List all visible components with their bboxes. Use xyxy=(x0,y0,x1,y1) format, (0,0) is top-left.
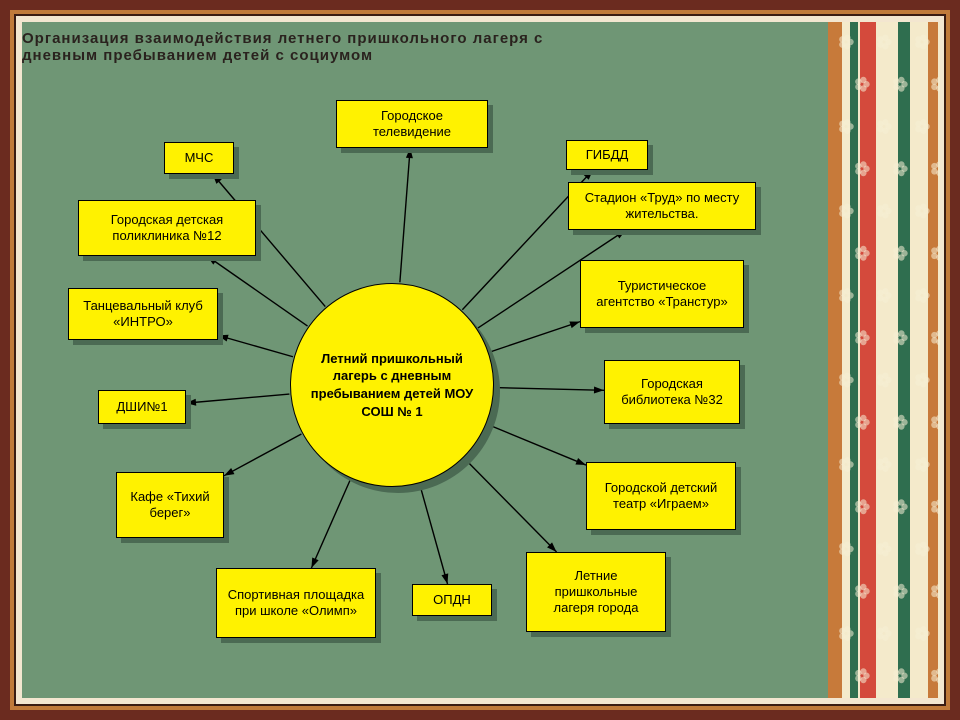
node-library: Городская библиотека №32 xyxy=(604,360,740,424)
node-polyclinic: Городская детская поликлиника №12 xyxy=(78,200,256,256)
node-dshi: ДШИ№1 xyxy=(98,390,186,424)
node-cafe: Кафе «Тихий берег» xyxy=(116,472,224,538)
node-gibdd: ГИБДД xyxy=(566,140,648,170)
node-olimp: Спортивная площадка при школе «Олимп» xyxy=(216,568,376,638)
node-mchs: МЧС xyxy=(164,142,234,174)
diagram-canvas: Организация взаимодействия летнего пришк… xyxy=(22,22,938,698)
page-title: Организация взаимодействия летнего пришк… xyxy=(22,30,543,64)
node-theatre: Городской детский театр «Играем» xyxy=(586,462,736,530)
node-opdn: ОПДН xyxy=(412,584,492,616)
decorative-ribbon xyxy=(828,22,940,698)
node-transtur: Туристическое агентство «Транстур» xyxy=(580,260,744,328)
center-node: Летний пришкольный лагерь с дневным преб… xyxy=(290,283,494,487)
node-intro: Танцевальный клуб «ИНТРО» xyxy=(68,288,218,340)
node-camps: Летние пришкольные лагеря города xyxy=(526,552,666,632)
node-stadium: Стадион «Труд» по месту жительства. xyxy=(568,182,756,230)
node-tv: Городское телевидение xyxy=(336,100,488,148)
